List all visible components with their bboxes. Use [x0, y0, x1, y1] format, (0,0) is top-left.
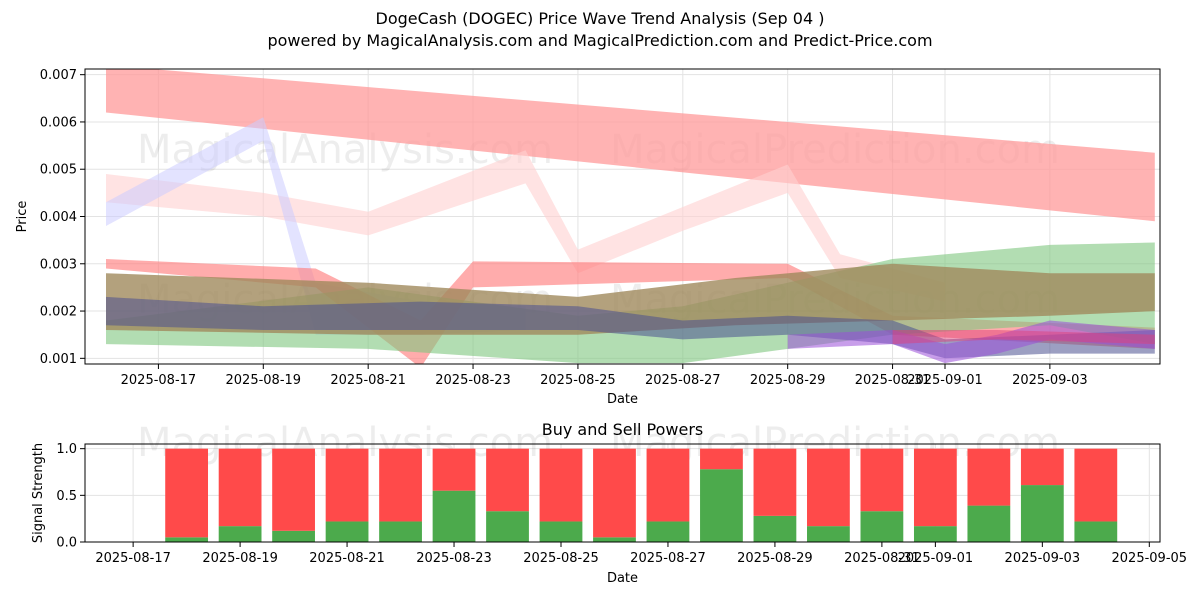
bands-group	[106, 69, 1155, 364]
x-tick-label: 2025-08-29	[750, 373, 826, 388]
sell-power-bar	[860, 448, 904, 512]
y-tick-label: 0.004	[40, 210, 77, 225]
sell-power-bar	[379, 448, 422, 522]
x-tick-label: 2025-08-17	[121, 373, 197, 388]
subchart-title: Buy and Sell Powers	[542, 420, 704, 439]
buy-power-bar	[646, 521, 690, 542]
y-axis-label: Signal Strength	[31, 443, 46, 543]
buy-power-bar	[486, 511, 529, 542]
buy-power-bar	[539, 521, 583, 542]
buy-power-bar	[860, 511, 904, 542]
buy-power-bar	[753, 515, 797, 542]
buy-power-bar	[432, 490, 476, 542]
buy-power-bar	[325, 521, 369, 542]
buy-power-bar	[218, 526, 262, 542]
sell-power-bar	[1074, 448, 1118, 522]
price-wave-chart: MagicalAnalysis.comMagicalPrediction.com…	[15, 68, 1161, 407]
buy-power-bar	[807, 526, 850, 542]
sell-power-bar	[807, 448, 850, 527]
buy-power-bar	[165, 537, 209, 542]
y-tick-label: 0.006	[40, 115, 77, 130]
price-band	[106, 69, 1155, 222]
chart-subtitle: powered by MagicalAnalysis.com and Magic…	[267, 31, 933, 50]
y-tick-label: 0.005	[40, 163, 77, 178]
buy-power-bar	[1020, 485, 1064, 542]
sell-power-bar	[325, 448, 369, 522]
buy-power-bar	[700, 469, 743, 542]
buy-power-bar	[967, 505, 1011, 542]
y-tick-label: 0.002	[40, 305, 77, 320]
sell-power-bar	[165, 448, 209, 538]
x-tick-label: 2025-08-31	[855, 373, 931, 388]
y-tick-label: 0.003	[40, 257, 77, 272]
sell-power-bar	[432, 448, 476, 491]
sell-power-bar	[272, 448, 315, 531]
price-band	[106, 259, 1155, 364]
chart-title: DogeCash (DOGEC) Price Wave Trend Analys…	[375, 9, 825, 28]
x-tick-label: 2025-08-27	[630, 551, 706, 566]
x-tick-label: 2025-09-01	[907, 373, 983, 388]
sell-power-bar	[1020, 448, 1064, 486]
x-tick-label: 2025-08-25	[523, 551, 599, 566]
x-tick-label: 2025-08-21	[330, 373, 406, 388]
sell-power-bar	[913, 448, 957, 527]
price-band	[106, 150, 945, 302]
x-tick-label: 2025-09-01	[898, 551, 974, 566]
x-tick-label: 2025-09-03	[1012, 373, 1088, 388]
x-tick-label: 2025-08-31	[844, 551, 920, 566]
price-band	[787, 320, 1155, 364]
sell-power-bar	[593, 448, 636, 538]
sell-power-bar	[539, 448, 583, 522]
x-tick-label: 2025-09-05	[1112, 551, 1188, 566]
y-tick-label: 0.007	[40, 68, 77, 83]
x-tick-label: 2025-08-27	[645, 373, 721, 388]
plot-frame	[84, 443, 1161, 543]
sell-power-bar	[967, 448, 1011, 506]
x-tick-label: 2025-08-19	[226, 373, 302, 388]
y-tick-label: 0.001	[40, 352, 77, 367]
x-tick-label: 2025-08-19	[202, 551, 278, 566]
sell-power-bar	[753, 448, 797, 516]
price-band	[892, 330, 1155, 345]
x-tick-label: 2025-08-29	[737, 551, 813, 566]
buy-power-bar	[1074, 521, 1118, 542]
sell-power-bar	[646, 448, 690, 522]
x-tick-label: 2025-08-25	[540, 373, 616, 388]
y-axis-label: Price	[15, 201, 30, 233]
sell-power-bar	[218, 448, 262, 527]
y-tick-label: 0.5	[56, 489, 77, 504]
buy-power-bar	[379, 521, 422, 542]
buy-power-bar	[913, 526, 957, 542]
x-axis-label: Date	[607, 571, 638, 586]
x-tick-label: 2025-08-21	[309, 551, 385, 566]
buy-sell-power-chart: MagicalAnalysis.com MagicalPrediction.com…	[31, 420, 1188, 586]
buy-power-bar	[272, 530, 315, 542]
x-tick-label: 2025-08-23	[435, 373, 511, 388]
x-axis-label: Date	[607, 392, 638, 407]
x-tick-label: 2025-08-23	[416, 551, 492, 566]
y-tick-label: 1.0	[56, 442, 77, 457]
x-tick-label: 2025-09-03	[1005, 551, 1081, 566]
buy-power-bar	[593, 537, 636, 542]
y-tick-label: 0.0	[56, 536, 77, 551]
x-tick-label: 2025-08-17	[95, 551, 171, 566]
sell-power-bar	[486, 448, 529, 512]
sell-power-bar	[700, 448, 743, 470]
